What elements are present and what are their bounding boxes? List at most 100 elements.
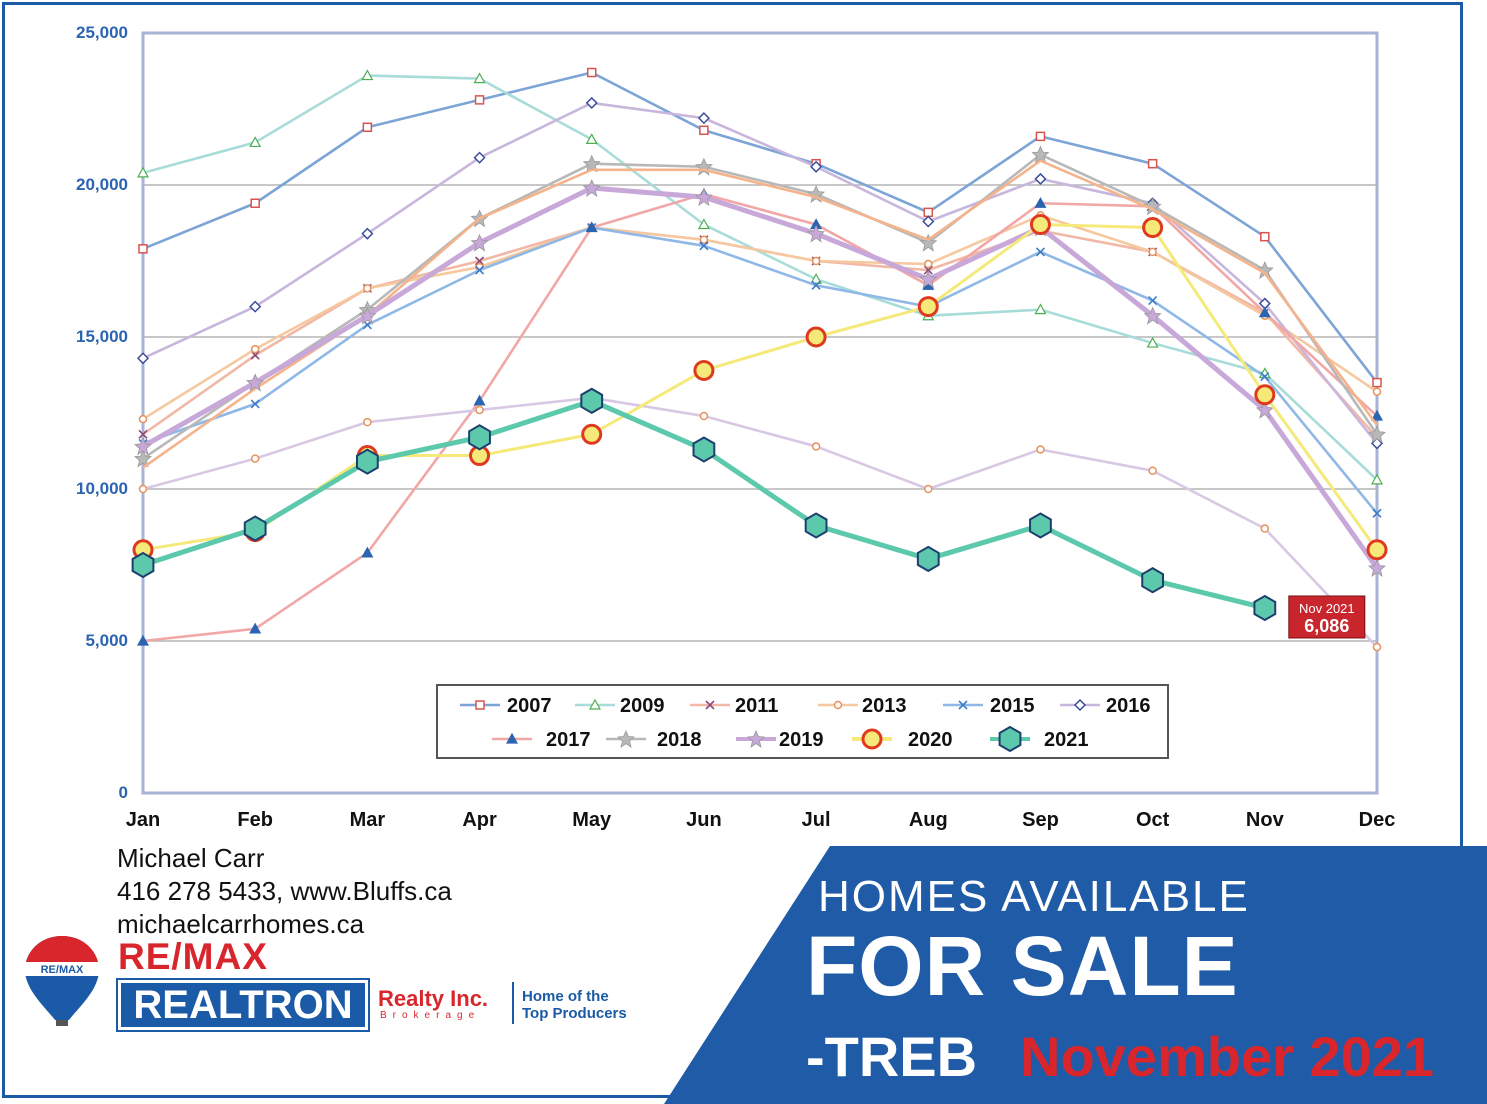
tagline-line-2: Top Producers <box>522 1005 627 1022</box>
agent-site: michaelcarrhomes.ca <box>117 909 365 939</box>
marker-triangle <box>473 394 486 406</box>
data-point <box>923 265 933 275</box>
marker-circle <box>1148 247 1157 257</box>
data-point <box>922 215 935 228</box>
data-point <box>1148 247 1157 257</box>
marker-circle <box>250 344 260 354</box>
series-unlabeled-11 <box>142 159 1379 469</box>
balloon-icon: RE/MAX <box>25 936 99 1026</box>
data-point <box>924 484 933 494</box>
marker-circle <box>833 700 843 710</box>
data-point <box>1372 387 1382 396</box>
x-tick-label: Oct <box>1136 809 1170 831</box>
x-tick-label: Nov <box>1246 809 1285 831</box>
data-point <box>134 437 152 456</box>
data-point <box>1253 594 1277 622</box>
marker-triangle <box>697 218 710 230</box>
marker-circle <box>1260 524 1270 533</box>
marker-triangle <box>361 69 374 81</box>
marker-diamond <box>810 160 823 173</box>
marker-star <box>919 233 938 252</box>
series-2020 <box>132 214 1388 561</box>
marker-circle <box>250 454 260 463</box>
data-point <box>249 622 262 634</box>
marker-circle <box>1372 387 1382 396</box>
legend-label: 2016 <box>1106 695 1151 717</box>
marker-circle <box>811 256 821 266</box>
marker-star <box>919 270 938 289</box>
marker-hexagon <box>692 436 716 463</box>
data-point <box>585 133 598 144</box>
data-point <box>1260 524 1270 533</box>
series-2015 <box>138 222 1382 518</box>
remax-logo: RE/MAX RE/MAX REALTRON Realty Inc. Broke… <box>22 934 662 1054</box>
marker-star <box>134 437 152 456</box>
series-2017 <box>136 187 1384 646</box>
marker-triangle <box>1370 473 1384 485</box>
data-point <box>1368 425 1386 444</box>
marker-x <box>699 241 709 251</box>
legend-label: 2021 <box>1044 729 1089 751</box>
marker-square <box>586 67 597 78</box>
marker-circle <box>699 411 709 421</box>
data-point <box>807 224 826 243</box>
data-point <box>468 424 491 451</box>
data-point <box>1254 384 1276 406</box>
data-point <box>1366 539 1388 561</box>
data-point <box>470 233 489 252</box>
data-point <box>919 233 938 252</box>
series-line <box>141 185 1380 570</box>
data-point <box>917 296 939 318</box>
realtron-wordmark: REALTRON <box>116 978 370 1032</box>
marker-circle <box>924 484 933 494</box>
legend-label: 2007 <box>507 695 552 717</box>
y-tick-label: 5,000 <box>85 631 128 650</box>
x-tick-label: Aug <box>909 809 948 831</box>
marker-hexagon <box>243 515 267 542</box>
marker-hexagon <box>355 448 379 475</box>
data-point <box>361 227 374 240</box>
legend-item-2017: 2017 <box>492 729 591 751</box>
marker-diamond <box>361 227 374 240</box>
data-point <box>699 411 709 421</box>
series-2019 <box>134 179 1386 577</box>
marker-diamond <box>136 352 150 365</box>
marker-star <box>807 224 826 243</box>
data-point <box>250 344 260 354</box>
data-point <box>250 198 260 208</box>
marker-square <box>138 244 148 254</box>
marker-triangle <box>136 634 150 646</box>
brokerage: Brokerage <box>380 1010 481 1021</box>
data-point <box>582 179 601 197</box>
y-tick-label: 15,000 <box>76 327 128 346</box>
data-point <box>1035 247 1046 257</box>
legend-marker <box>833 700 843 710</box>
data-point <box>585 221 598 233</box>
data-point <box>474 265 485 275</box>
marker-star <box>1368 425 1386 444</box>
legend-marker <box>747 730 765 748</box>
marker-diamond <box>1073 698 1087 712</box>
marker-star <box>747 730 765 748</box>
data-point <box>699 241 709 251</box>
marker-triangle <box>1034 197 1047 208</box>
banner-background <box>664 846 1487 1104</box>
marker-hexagon <box>131 551 155 579</box>
marker-triangle <box>585 133 598 144</box>
marker-triangle <box>361 546 374 558</box>
data-point <box>250 454 260 463</box>
marker-square <box>474 95 485 105</box>
agent-phone-web: 416 278 5433, www.Bluffs.ca <box>117 876 452 906</box>
legend: 2007 2009 2011 2013 2015 2016 2017 2018 2019 2020… <box>436 684 1169 759</box>
series-2011 <box>138 222 1382 442</box>
data-point <box>694 188 713 207</box>
y-tick-label: 25,000 <box>76 23 128 42</box>
marker-star <box>470 233 489 252</box>
series-2021 <box>131 387 1277 622</box>
marker-ring <box>1366 539 1388 561</box>
legend-marker <box>998 725 1022 753</box>
legend-label: 2017 <box>546 729 591 751</box>
annotation-label: Nov 2021 <box>1299 601 1355 616</box>
marker-ring <box>917 296 939 318</box>
legend-item-2020: 2020 <box>852 728 953 751</box>
